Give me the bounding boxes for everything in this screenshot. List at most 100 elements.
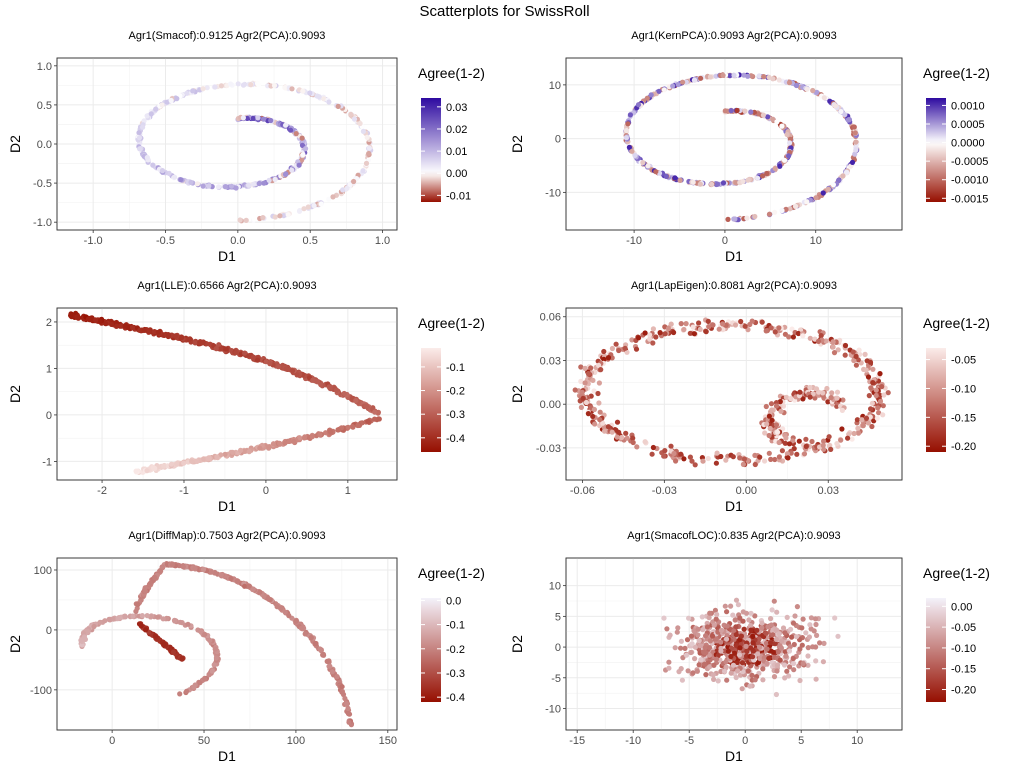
data-point [792,203,799,209]
data-point [671,329,677,336]
data-point [327,663,333,669]
p3-colorbar [421,348,441,452]
data-point [688,633,695,639]
data-point [246,449,252,455]
data-point [868,385,874,391]
data-point [634,444,640,450]
data-point [289,167,295,173]
data-point [346,719,352,725]
data-point [644,95,650,101]
data-point [739,660,746,666]
data-point [885,390,891,396]
data-point [713,181,719,188]
data-point [778,645,784,651]
data-point [216,184,222,190]
data-point [647,332,653,338]
data-point [277,440,283,447]
data-point [791,660,797,667]
data-point [363,403,369,409]
data-point [762,430,768,436]
data-point [766,432,772,439]
data-point [714,611,720,618]
data-point [709,181,715,187]
data-point [697,326,703,332]
data-point [675,625,681,631]
data-point [144,468,150,474]
data-point [161,641,167,647]
data-point [772,641,778,647]
data-point [624,127,630,134]
data-point [821,446,827,452]
data-point [360,128,366,134]
data-point [828,446,834,452]
data-point [649,451,655,457]
data-point [591,406,597,413]
data-point [792,613,798,619]
data-point [700,627,706,633]
data-point [766,74,772,80]
data-point [720,180,727,186]
p1-xtick-label: 0.5 [303,235,318,247]
data-point [115,616,121,622]
data-point [739,686,745,692]
data-point [200,183,206,189]
data-point [296,208,303,214]
data-point [692,656,698,662]
data-point [768,456,774,462]
data-point [803,630,809,636]
data-point [653,334,659,340]
data-point [684,637,691,643]
data-point [853,362,859,368]
data-point [246,583,252,589]
data-point [152,574,158,581]
data-point [862,351,868,357]
data-point [677,177,683,183]
data-point [97,619,103,625]
data-point [715,678,721,684]
data-point [209,668,215,674]
data-point [678,645,684,651]
data-point [851,357,857,364]
p6-ytick-label: -5 [551,673,561,685]
p2-plot-area [565,57,903,231]
data-point [635,102,642,108]
data-point [800,333,806,339]
data-point [720,72,726,78]
data-point [251,216,257,222]
data-point [598,367,604,373]
data-point [706,652,712,658]
data-point [174,461,180,467]
data-point [153,106,159,112]
data-point [750,633,756,639]
p1-xtick-label: 0.0 [230,235,245,247]
data-point [144,154,150,161]
data-point [718,668,724,675]
p2-legend-label: 0.0005 [951,119,985,131]
data-point [205,455,211,462]
data-point [818,333,824,339]
data-point [695,626,701,632]
p1-ylabel: D2 [7,135,23,153]
data-point [800,616,806,622]
data-point [68,312,74,318]
data-point [790,655,796,662]
data-point [870,366,876,372]
data-point [197,340,203,346]
data-point [774,627,780,633]
data-point [585,411,591,417]
data-point [776,454,782,460]
data-point [807,622,813,628]
data-point [311,203,317,209]
data-point [681,456,687,462]
data-point [769,607,775,613]
data-point [752,213,758,220]
p2-ytick-label: 0 [555,134,561,146]
data-point [622,345,628,351]
p4-colorbar [926,348,946,452]
data-point [150,464,156,470]
data-point [804,86,810,92]
data-point [266,444,272,450]
data-point [671,450,677,457]
data-point [724,677,730,683]
data-point [136,135,143,141]
